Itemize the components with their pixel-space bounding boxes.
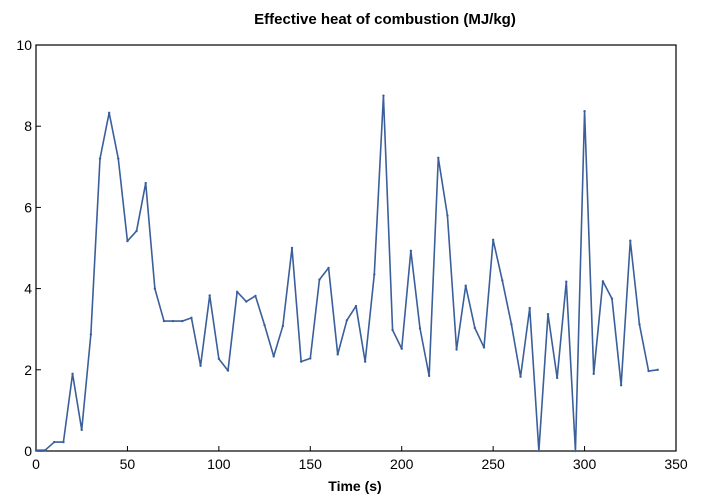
- data-point: [171, 319, 175, 323]
- data-point: [510, 323, 513, 326]
- data-point: [62, 440, 65, 444]
- data-point: [446, 214, 449, 217]
- data-point: [226, 369, 230, 372]
- data-point: [528, 306, 531, 310]
- data-point: [254, 294, 257, 298]
- data-point: [647, 369, 650, 373]
- data-point: [117, 157, 120, 160]
- data-point: [638, 323, 641, 326]
- chart-title: Effective heat of combustion (MJ/kg): [254, 11, 516, 28]
- y-tick-label: 8: [24, 118, 32, 134]
- data-point: [336, 353, 339, 356]
- data-point: [583, 109, 586, 113]
- data-point: [162, 319, 166, 323]
- data-point: [199, 364, 202, 367]
- data-point: [427, 374, 431, 378]
- x-tick-label: 350: [664, 456, 688, 472]
- data-point: [354, 304, 358, 308]
- y-tick-label: 6: [24, 199, 32, 215]
- data-point: [555, 376, 559, 380]
- y-axis: 0 2 4 6 8 10: [16, 37, 41, 459]
- data-point: [610, 297, 614, 300]
- data-point: [309, 357, 312, 360]
- data-point: [373, 273, 376, 276]
- data-point: [345, 319, 349, 322]
- data-point: [327, 266, 330, 270]
- data-point: [519, 375, 522, 378]
- data-point: [235, 290, 239, 294]
- data-point: [592, 372, 595, 376]
- y-tick-label: 10: [16, 37, 32, 53]
- data-point: [98, 157, 102, 160]
- data-point: [181, 319, 184, 323]
- y-tick-label: 4: [24, 281, 32, 297]
- data-point: [409, 249, 413, 253]
- data-point: [437, 156, 440, 160]
- data-point: [80, 428, 83, 432]
- data-point: [537, 449, 541, 453]
- x-tick-label: 250: [481, 456, 505, 472]
- data-point: [89, 333, 93, 336]
- x-axis-title: Time (s): [328, 478, 381, 494]
- data-point: [418, 327, 422, 330]
- data-point: [263, 323, 266, 327]
- data-point: [135, 229, 138, 233]
- data-point: [281, 324, 285, 328]
- data-point: [455, 348, 458, 351]
- data-point: [71, 372, 74, 376]
- data-point: [464, 284, 467, 287]
- series-points: [34, 94, 659, 453]
- data-point: [391, 328, 394, 332]
- data-point: [208, 294, 211, 297]
- data-point: [126, 239, 129, 243]
- x-tick-label: 150: [299, 456, 323, 472]
- data-point: [272, 355, 275, 358]
- plot-area: [35, 44, 677, 452]
- data-point: [107, 111, 111, 115]
- data-point: [656, 368, 659, 371]
- data-point: [299, 360, 303, 363]
- x-tick-label: 200: [390, 456, 414, 472]
- data-point: [245, 300, 248, 303]
- x-tick-label: 100: [207, 456, 231, 472]
- data-point: [501, 279, 504, 282]
- data-point: [574, 449, 577, 453]
- data-point: [43, 448, 47, 452]
- x-tick-label: 0: [32, 456, 40, 472]
- data-point: [546, 312, 550, 316]
- data-point: [363, 360, 367, 363]
- data-point: [619, 384, 623, 387]
- y-tick-label: 0: [24, 443, 32, 459]
- data-point: [491, 238, 495, 242]
- y-tick-label: 2: [24, 362, 32, 378]
- data-point: [482, 346, 486, 349]
- data-point: [217, 357, 221, 361]
- x-axis: 0 50 100 150 200 250 300 350: [32, 446, 688, 472]
- x-tick-label: 50: [120, 456, 136, 472]
- data-point: [153, 287, 157, 290]
- data-point: [318, 278, 321, 281]
- data-point: [34, 448, 38, 452]
- data-point: [382, 94, 385, 97]
- data-point: [144, 181, 147, 185]
- data-point: [473, 326, 477, 330]
- data-point: [565, 280, 568, 283]
- data-point: [400, 347, 403, 350]
- series-line: [36, 94, 658, 452]
- data-point: [629, 239, 632, 242]
- data-point: [53, 440, 56, 444]
- x-tick-label: 300: [573, 456, 597, 472]
- data-point: [190, 316, 193, 320]
- data-point: [290, 246, 294, 250]
- data-point: [601, 280, 605, 283]
